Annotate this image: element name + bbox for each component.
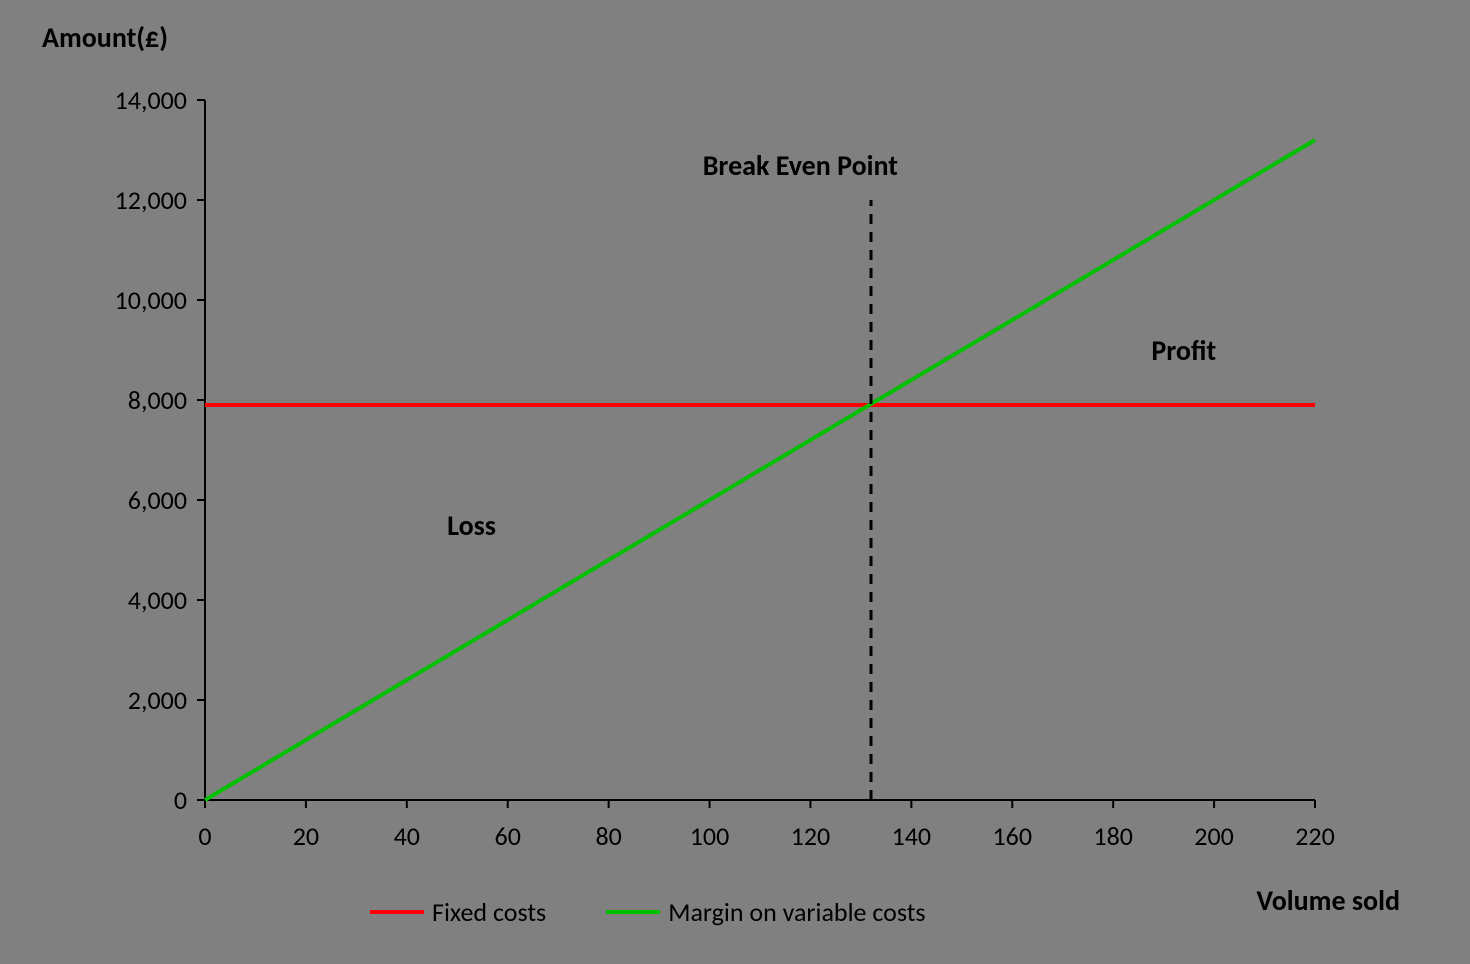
loss_label: Loss — [447, 508, 496, 543]
y-tick-label: 8,000 — [128, 384, 187, 416]
series-line — [205, 140, 1315, 800]
x-tick-label: 200 — [1194, 820, 1234, 852]
x-tick-label: 0 — [185, 820, 225, 852]
x-tick-label: 160 — [992, 820, 1032, 852]
x-tick-label: 180 — [1093, 820, 1133, 852]
x-tick-label: 40 — [387, 820, 427, 852]
x-tick-label: 100 — [690, 820, 730, 852]
legend-swatch — [370, 910, 424, 914]
y-tick-label: 14,000 — [115, 84, 187, 116]
legend-label: Fixed costs — [432, 896, 546, 928]
x-tick-label: 220 — [1295, 820, 1335, 852]
y-tick-label: 6,000 — [128, 484, 187, 516]
y-tick-label: 4,000 — [128, 584, 187, 616]
legend-item: Margin on variable costs — [606, 896, 925, 928]
legend-label: Margin on variable costs — [668, 896, 925, 928]
break_even_label: Break Even Point — [650, 148, 950, 183]
y-tick-label: 0 — [174, 784, 187, 816]
x-tick-label: 120 — [790, 820, 830, 852]
y-tick-label: 2,000 — [128, 684, 187, 716]
legend: Fixed costs Margin on variable costs — [370, 896, 926, 928]
y-tick-label: 10,000 — [115, 284, 187, 316]
legend-swatch — [606, 910, 660, 914]
profit_label: Profit — [1034, 333, 1334, 368]
x-tick-label: 60 — [488, 820, 528, 852]
legend-item: Fixed costs — [370, 896, 546, 928]
chart-container: Amount(£) Volume sold 02,0004,0006,0008,… — [0, 0, 1470, 964]
y-tick-label: 12,000 — [115, 184, 187, 216]
x-tick-label: 80 — [589, 820, 629, 852]
x-tick-label: 20 — [286, 820, 326, 852]
x-tick-label: 140 — [891, 820, 931, 852]
